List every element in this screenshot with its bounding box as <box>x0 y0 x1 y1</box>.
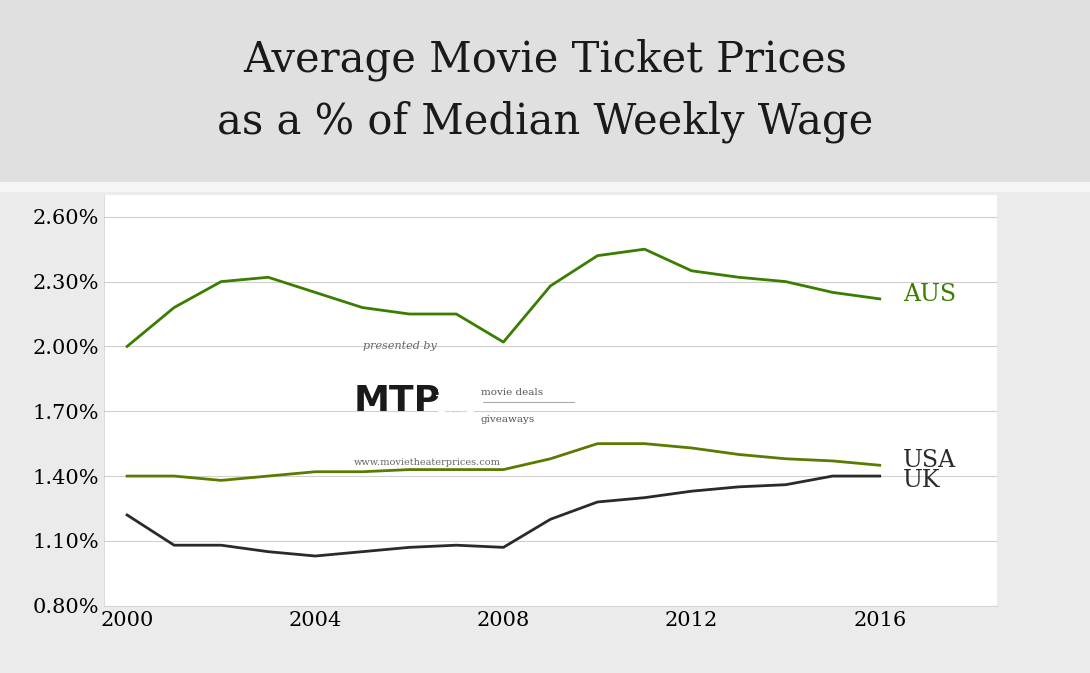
Text: Average Movie Ticket Prices
as a % of Median Weekly Wage: Average Movie Ticket Prices as a % of Me… <box>217 38 873 143</box>
Text: USA: USA <box>904 450 956 472</box>
Text: movie deals: movie deals <box>481 388 543 397</box>
Text: AUS: AUS <box>904 283 956 306</box>
Text: MTP: MTP <box>354 384 441 418</box>
Text: UK: UK <box>904 469 941 492</box>
Text: www.movietheaterprices.com: www.movietheaterprices.com <box>354 458 500 467</box>
Text: giveaways: giveaways <box>481 415 535 424</box>
Text: presented by: presented by <box>363 341 436 351</box>
